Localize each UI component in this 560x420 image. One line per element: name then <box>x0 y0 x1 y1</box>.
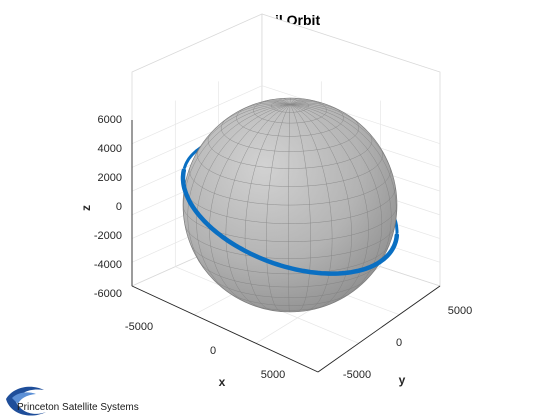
sphere-meridian <box>235 102 291 113</box>
sphere-meridian <box>188 104 291 170</box>
z-tick-label: -2000 <box>94 230 122 242</box>
z-tick-label: 2000 <box>98 172 122 184</box>
x-tick-label: 0 <box>210 345 216 357</box>
sphere-meridian <box>289 101 328 106</box>
sphere-meridian <box>289 98 299 105</box>
grid-line <box>131 85 263 145</box>
grid-line <box>261 85 441 145</box>
sphere-meridian <box>209 104 291 306</box>
sphere-meridian <box>289 98 291 105</box>
sphere-meridian <box>289 104 397 241</box>
sphere-meridian <box>289 102 346 114</box>
z-tick-label: 0 <box>116 201 122 213</box>
sphere-parallel <box>199 261 382 288</box>
sphere-parallel <box>183 204 397 242</box>
x-axis: -5000 0 5000 x <box>125 321 285 389</box>
sphere-meridian <box>253 101 291 105</box>
sphere-meridian <box>289 98 306 105</box>
brand-name: Princeton Satellite Systems <box>17 402 139 413</box>
sphere-meridian <box>196 104 291 297</box>
sphere-meridian <box>264 99 291 105</box>
sphere-meridian <box>289 104 333 311</box>
y-tick-label: 0 <box>396 337 402 349</box>
z-tick-label: -4000 <box>94 259 122 271</box>
z-tick-label: -6000 <box>94 288 122 300</box>
sphere-meridian <box>183 104 291 233</box>
sphere-meridian <box>187 104 291 276</box>
sphere-meridian <box>289 104 383 298</box>
sphere-meridian <box>244 104 291 311</box>
sphere-meridian <box>289 104 369 306</box>
sphere-meridian <box>275 98 291 105</box>
orbit-line-front <box>180 168 400 276</box>
sphere-meridian <box>282 98 291 105</box>
x-tick-label: -5000 <box>125 321 153 333</box>
z-tick-label: 4000 <box>98 143 122 155</box>
sphere-mesh <box>183 98 397 312</box>
sphere-meridian <box>225 104 291 310</box>
y-axis: -5000 0 5000 y <box>343 305 472 387</box>
sphere-meridian <box>214 103 291 130</box>
z-axis-label: z <box>79 205 93 211</box>
sphere-meridian <box>288 104 291 312</box>
sphere-meridian <box>290 104 394 178</box>
y-tick-label: -5000 <box>343 369 371 381</box>
y-axis-label: y <box>399 373 406 387</box>
x-tick-label: 5000 <box>261 369 285 381</box>
sphere-parallel <box>197 147 383 187</box>
x-axis-label: x <box>219 375 226 389</box>
sphere-parallel <box>190 243 391 275</box>
sphere-meridian <box>289 100 317 105</box>
y-tick-label: 5000 <box>448 305 472 317</box>
z-tick-label: 6000 <box>98 114 122 126</box>
sphere-meridian <box>289 104 311 312</box>
z-axis: 6000 4000 2000 0 -2000 -4000 -6000 z <box>79 114 122 300</box>
sphere-meridian <box>266 104 291 312</box>
pss-swoosh-logo <box>6 386 46 416</box>
sphere-meridian <box>289 104 352 310</box>
sphere-parallel <box>184 224 396 259</box>
sphere-meridian <box>289 104 392 282</box>
axis-lines <box>131 120 441 373</box>
sphere-meridian <box>289 103 371 135</box>
